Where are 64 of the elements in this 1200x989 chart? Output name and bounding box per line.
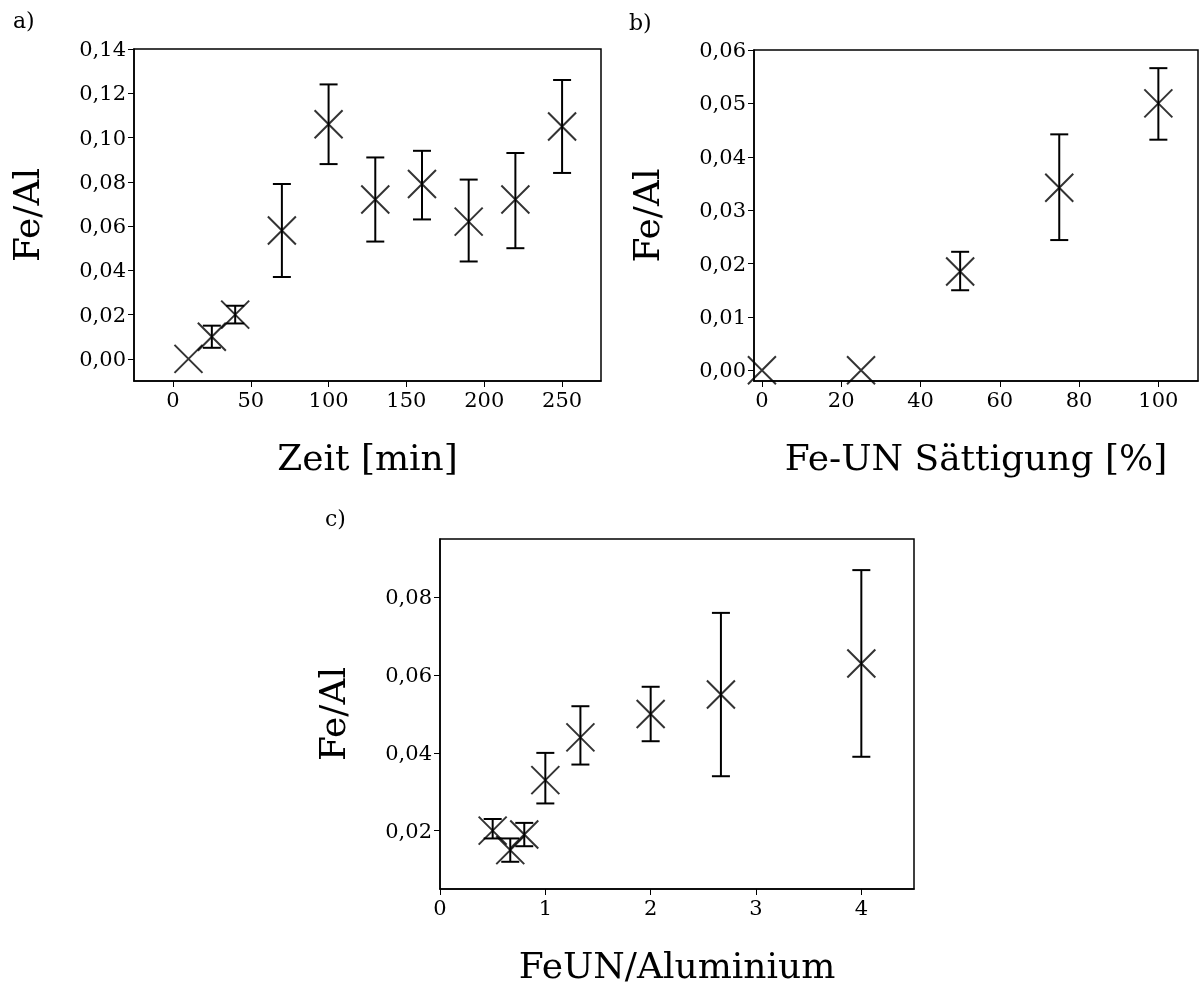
point	[635, 699, 666, 729]
point	[705, 679, 736, 710]
x-tick-label: 60	[986, 387, 1014, 412]
point	[360, 184, 391, 215]
x-tick-label: 20	[827, 387, 855, 412]
point	[500, 184, 531, 215]
x-tick-label: 150	[386, 387, 427, 412]
point	[173, 343, 204, 374]
y-tick-label: 0,04	[699, 144, 746, 169]
x-tick-label: 4	[854, 895, 869, 920]
point	[1143, 88, 1174, 119]
x-tick-label: 100	[1138, 387, 1179, 412]
y-tick-label: 0,04	[385, 740, 432, 765]
point	[477, 815, 508, 846]
y-tick-label: 0,05	[699, 91, 746, 116]
point	[746, 355, 777, 386]
y-tick-label: 0,06	[385, 663, 432, 688]
point	[406, 169, 437, 200]
x-tick-label: 3	[749, 895, 763, 920]
point	[945, 256, 976, 287]
x-tick-label: 200	[464, 387, 505, 412]
y-tick-label: 0,03	[699, 198, 746, 223]
chart-title: c)	[325, 505, 346, 531]
y-tick-label: 0,08	[385, 585, 432, 610]
point	[846, 648, 877, 679]
y-tick-label: 0,02	[385, 818, 432, 843]
x-tick-label: 100	[308, 387, 349, 412]
point	[1044, 172, 1075, 203]
point	[565, 722, 596, 753]
y-tick-label: 0,12	[79, 81, 126, 106]
x-tick-label: 0	[166, 387, 180, 412]
y-tick-label: 0,08	[79, 169, 126, 194]
x-tick-label: 80	[1065, 387, 1093, 412]
x-axis-title: Fe-UN Sättigung [%]	[784, 436, 1168, 478]
y-tick-label: 0,01	[699, 304, 746, 329]
chart-title: b)	[629, 9, 652, 35]
point	[313, 109, 344, 140]
x-tick-label: 250	[542, 387, 583, 412]
point	[846, 355, 877, 386]
y-tick-label: 0,00	[699, 358, 746, 383]
chart-title: a)	[13, 7, 35, 33]
x-tick-label: 0	[433, 895, 447, 920]
y-axis-title: Fe/Al	[5, 168, 47, 262]
y-tick-label: 0,00	[79, 346, 126, 371]
x-axis-title: FeUN/Aluminium	[518, 944, 836, 986]
x-tick-label: 1	[538, 895, 553, 920]
y-tick-label: 0,06	[79, 214, 126, 239]
y-tick-label: 0,10	[79, 125, 126, 150]
y-tick-label: 0,04	[79, 258, 126, 283]
y-tick-label: 0,02	[79, 302, 126, 327]
y-axis-title: Fe/Al	[311, 667, 353, 761]
y-axis-title: Fe/Al	[625, 168, 667, 263]
y-tick-label: 0,06	[699, 38, 746, 62]
point	[530, 765, 561, 796]
point	[453, 206, 484, 237]
point	[547, 111, 578, 142]
x-axis-title: Zeit [min]	[277, 436, 458, 478]
x-tick-label: 0	[755, 387, 769, 412]
y-tick-label: 0,14	[79, 37, 126, 61]
x-tick-label: 40	[907, 387, 934, 412]
x-tick-label: 50	[237, 387, 265, 412]
point	[266, 215, 297, 246]
x-tick-label: 2	[643, 895, 658, 920]
y-tick-label: 0,02	[699, 251, 746, 276]
